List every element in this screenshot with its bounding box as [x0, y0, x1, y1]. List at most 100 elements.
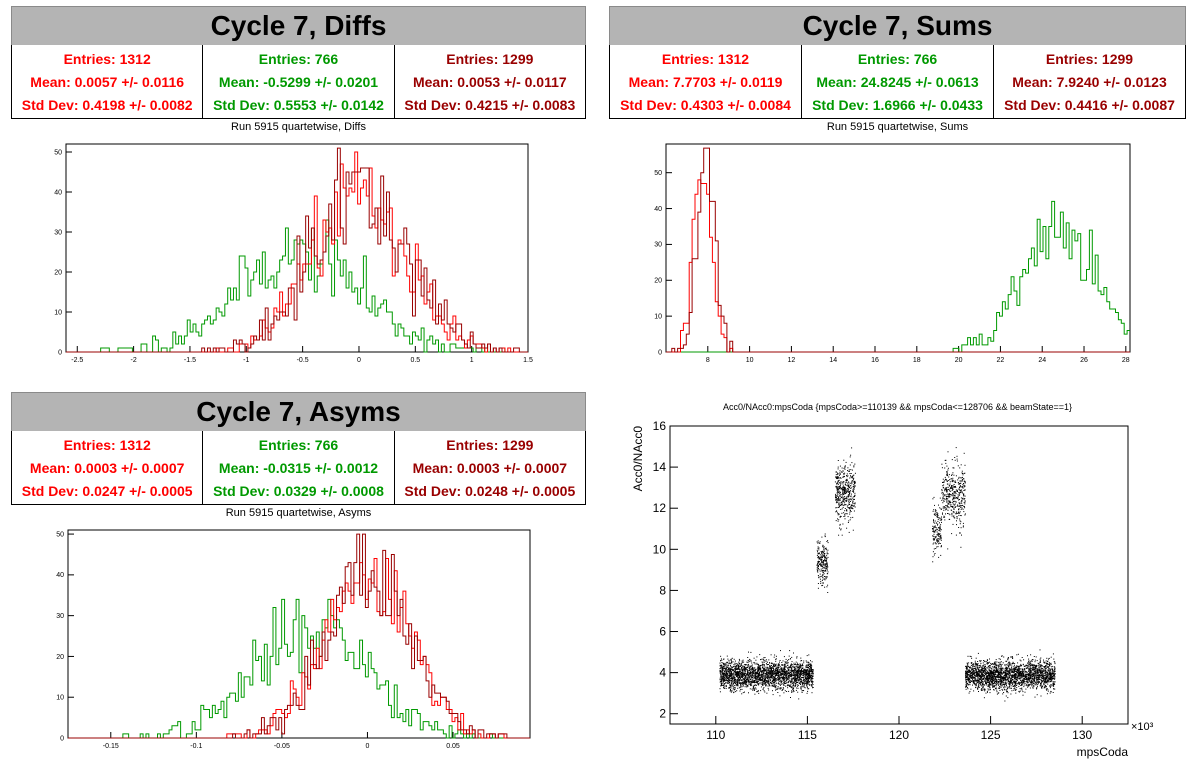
stat-entries: Entries: 766	[258, 50, 339, 67]
x-tick-label: 125	[981, 728, 1001, 742]
scatter-cluster	[834, 447, 856, 536]
x-tick-label: 1.5	[523, 357, 533, 364]
y-tick-label: 20	[654, 278, 662, 285]
stat-std: Std Dev: 1.6966 +/- 0.0433	[812, 96, 983, 113]
plot-frame	[665, 143, 1131, 353]
x-tick-label: 16	[871, 357, 879, 364]
scatter-cluster	[719, 650, 814, 700]
stat-std: Std Dev: 0.0329 +/- 0.0008	[213, 482, 384, 499]
stat-std: Std Dev: 0.4303 +/- 0.0084	[620, 96, 791, 113]
y-tick-label: 14	[653, 460, 667, 474]
stat-entries: Entries: 766	[857, 50, 938, 67]
histogram-series-line	[666, 147, 1130, 353]
x-tick-label: -0.05	[274, 743, 290, 750]
histogram-series-line	[68, 533, 530, 739]
stat-mean: Mean: 7.9240 +/- 0.0123	[1012, 73, 1167, 90]
x-tick-label: 130	[1072, 728, 1092, 742]
sums-histogram: 8 10 12 14 16 18 20 22 24 26 28 0 10 20 30 40 50	[654, 143, 1131, 364]
x-tick-label: 24	[1038, 357, 1046, 364]
sums-title: Cycle 7, Sums	[609, 6, 1186, 46]
diffs-stats-green: Entries: 766 Mean: -0.5299 +/- 0.0201 St…	[203, 45, 395, 118]
y-tick-label: 12	[653, 501, 667, 515]
y-tick-label: 20	[56, 654, 64, 661]
y-tick-label: 40	[54, 189, 62, 196]
stat-entries: Entries: 1312	[661, 50, 750, 67]
diffs-stats-darkred: Entries: 1299 Mean: 0.0053 +/- 0.0117 St…	[395, 45, 585, 118]
y-tick-label: 30	[56, 613, 64, 620]
histogram-series-line	[68, 598, 530, 739]
y-tick-label: 8	[659, 583, 666, 597]
x-tick-label: 22	[997, 357, 1005, 364]
scatter-cluster	[965, 649, 1056, 702]
y-tick-label: 50	[54, 149, 62, 156]
y-tick-label: 4	[659, 666, 666, 680]
stat-mean: Mean: 24.8245 +/- 0.0613	[816, 73, 979, 90]
stat-mean: Mean: 0.0053 +/- 0.0117	[412, 73, 567, 90]
stat-mean: Mean: 0.0003 +/- 0.0007	[412, 459, 568, 476]
sums-stats-red: Entries: 1312 Mean: 7.7703 +/- 0.0119 St…	[610, 45, 802, 118]
x-tick-label: 26	[1080, 357, 1088, 364]
y-tick-label: 6	[659, 625, 666, 639]
y-tick-label: 40	[654, 206, 662, 213]
stat-mean: Mean: 7.7703 +/- 0.0119	[628, 73, 783, 90]
x-axis-label: mpsCoda	[1077, 745, 1129, 759]
stat-entries: Entries: 1299	[446, 436, 534, 453]
x-tick-label: 8	[706, 357, 710, 364]
stat-mean: Mean: -0.0315 +/- 0.0012	[218, 459, 379, 476]
scatter-cluster	[941, 447, 966, 550]
histogram-series-line	[66, 147, 528, 353]
x-tick-label: 18	[913, 357, 921, 364]
stat-std: Std Dev: 0.4416 +/- 0.0087	[1004, 96, 1175, 113]
asyms-run-label: Run 5915 quartetwise, Asyms	[225, 507, 372, 519]
stat-entries: Entries: 1312	[63, 436, 151, 453]
scatter-plot: 110 115 120 125 130 2 4 6 8 10 12 14 16 mpsCoda×10³ Ac…	[631, 419, 1154, 759]
x-tick-label: 1	[470, 357, 474, 364]
histogram-series-line	[666, 179, 1130, 353]
x-tick-label: -0.1	[190, 743, 202, 750]
y-tick-label: 20	[54, 269, 62, 276]
stat-mean: Mean: 0.0057 +/- 0.0116	[30, 73, 185, 90]
y-tick-label: 16	[653, 419, 667, 433]
scatter-cluster	[816, 533, 829, 593]
stat-std: Std Dev: 0.4215 +/- 0.0083	[404, 96, 576, 113]
x-tick-label: 20	[955, 357, 963, 364]
x-tick-label: 28	[1122, 357, 1130, 364]
x-tick-label: -2	[130, 357, 136, 364]
y-axis-label: Acc0/NAcc0	[631, 426, 645, 492]
stat-std: Std Dev: 0.5553 +/- 0.0142	[213, 96, 384, 113]
plot-frame	[67, 529, 531, 739]
stat-entries: Entries: 1299	[446, 50, 534, 67]
scatter-title: Acc0/NAcc0:mpsCoda {mpsCoda>=110139 && m…	[722, 402, 1073, 412]
y-tick-label: 2	[659, 707, 666, 721]
x-tick-label: 120	[889, 728, 909, 742]
y-tick-label: 0	[658, 349, 662, 356]
stat-entries: Entries: 1299	[1045, 50, 1134, 67]
x-axis-multiplier: ×10³	[1131, 721, 1154, 733]
diffs-run-label: Run 5915 quartetwise, Diffs	[231, 121, 366, 133]
y-tick-label: 30	[54, 229, 62, 236]
y-tick-label: 0	[60, 735, 64, 742]
diffs-histogram: -2.5 -2 -1.5 -1 -0.5 0 0.5 1 1.5 0 10 20 30 40 50	[54, 143, 533, 364]
y-tick-label: 50	[56, 531, 64, 538]
x-tick-label: 0.5	[410, 357, 420, 364]
y-tick-label: 40	[56, 572, 64, 579]
diffs-stats-red: Entries: 1312 Mean: 0.0057 +/- 0.0116 St…	[12, 45, 204, 118]
asyms-stats-box: Entries: 1312 Mean: 0.0003 +/- 0.0007 St…	[11, 431, 586, 505]
x-tick-label: -1.5	[184, 357, 196, 364]
stat-mean: Mean: 0.0003 +/- 0.0007	[29, 459, 185, 476]
diffs-title: Cycle 7, Diffs	[11, 6, 586, 46]
x-tick-label: 14	[829, 357, 837, 364]
stat-mean: Mean: -0.5299 +/- 0.0201	[218, 73, 379, 90]
x-tick-label: 0	[357, 357, 361, 364]
asyms-stats-red: Entries: 1312 Mean: 0.0003 +/- 0.0007 St…	[12, 431, 204, 504]
sums-stats-green: Entries: 766 Mean: 24.8245 +/- 0.0613 St…	[802, 45, 994, 118]
stat-entries: Entries: 1312	[63, 50, 151, 67]
y-tick-label: 10	[54, 309, 62, 316]
x-tick-label: 0	[365, 743, 369, 750]
x-tick-label: 0.05	[446, 743, 460, 750]
asyms-stats-darkred: Entries: 1299 Mean: 0.0003 +/- 0.0007 St…	[395, 431, 585, 504]
stat-entries: Entries: 766	[258, 436, 339, 453]
y-tick-label: 10	[653, 542, 667, 556]
asyms-histogram: -0.15 -0.1 -0.05 0 0.05 0 10 20 30 40 50	[56, 529, 531, 750]
asyms-title: Cycle 7, Asyms	[11, 392, 586, 432]
